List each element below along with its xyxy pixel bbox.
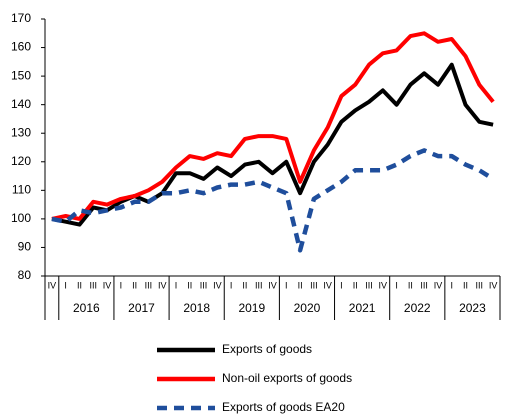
y-tick-label: 120 [11, 154, 31, 168]
x-tick-label: I [64, 280, 67, 290]
legend-label: Exports of goods [222, 342, 312, 356]
year-label: 2020 [294, 301, 321, 315]
x-tick-label: IV [434, 280, 443, 290]
series-line [51, 148, 495, 253]
x-tick-label: III [476, 280, 484, 290]
x-tick-label: III [420, 280, 428, 290]
x-tick-label: III [255, 280, 263, 290]
y-tick-label: 100 [11, 211, 31, 225]
year-label: 2017 [128, 301, 155, 315]
legend-label: Exports of goods EA20 [222, 400, 345, 414]
x-tick-label: I [175, 280, 178, 290]
year-label: 2021 [349, 301, 376, 315]
year-label: 2022 [404, 301, 431, 315]
x-tick-label: IV [213, 280, 222, 290]
x-tick-label: II [353, 280, 358, 290]
x-tick-label: II [132, 280, 137, 290]
y-tick-label: 150 [11, 68, 31, 82]
y-tick-label: 90 [18, 240, 32, 254]
x-tick-label: II [298, 280, 303, 290]
x-tick-label: III [365, 280, 373, 290]
x-tick-label: II [187, 280, 192, 290]
year-label: 2018 [183, 301, 210, 315]
x-tick-label: IV [489, 280, 498, 290]
x-tick-label: II [77, 280, 82, 290]
x-tick-label: IV [379, 280, 388, 290]
x-tick-label: IV [268, 280, 277, 290]
x-tick-label: IV [103, 280, 112, 290]
x-tick-label: II [463, 280, 468, 290]
legend-label: Non-oil exports of goods [222, 371, 352, 385]
year-label: 2019 [238, 301, 265, 315]
x-tick-label: I [230, 280, 233, 290]
year-label: 2016 [73, 301, 100, 315]
x-tick-label: IV [158, 280, 167, 290]
x-tick-label: II [408, 280, 413, 290]
x-tick-label: III [145, 280, 153, 290]
year-label: 2023 [459, 301, 486, 315]
x-tick-label: I [450, 280, 453, 290]
y-tick-label: 170 [11, 11, 31, 25]
x-tick-label: III [310, 280, 318, 290]
series-line [51, 31, 495, 221]
y-tick-label: 80 [18, 268, 32, 282]
x-tick-label: II [242, 280, 247, 290]
x-tick-label: I [340, 280, 343, 290]
x-tick-label: I [395, 280, 398, 290]
y-tick-label: 130 [11, 125, 31, 139]
x-tick-label: I [285, 280, 288, 290]
x-tick-label: IV [323, 280, 332, 290]
y-tick-label: 160 [11, 40, 31, 54]
x-tick-label: IV [48, 280, 57, 290]
y-tick-label: 140 [11, 97, 31, 111]
x-tick-label: I [120, 280, 123, 290]
x-tick-label: III [89, 280, 97, 290]
x-tick-label: III [200, 280, 208, 290]
y-tick-label: 110 [12, 183, 31, 197]
